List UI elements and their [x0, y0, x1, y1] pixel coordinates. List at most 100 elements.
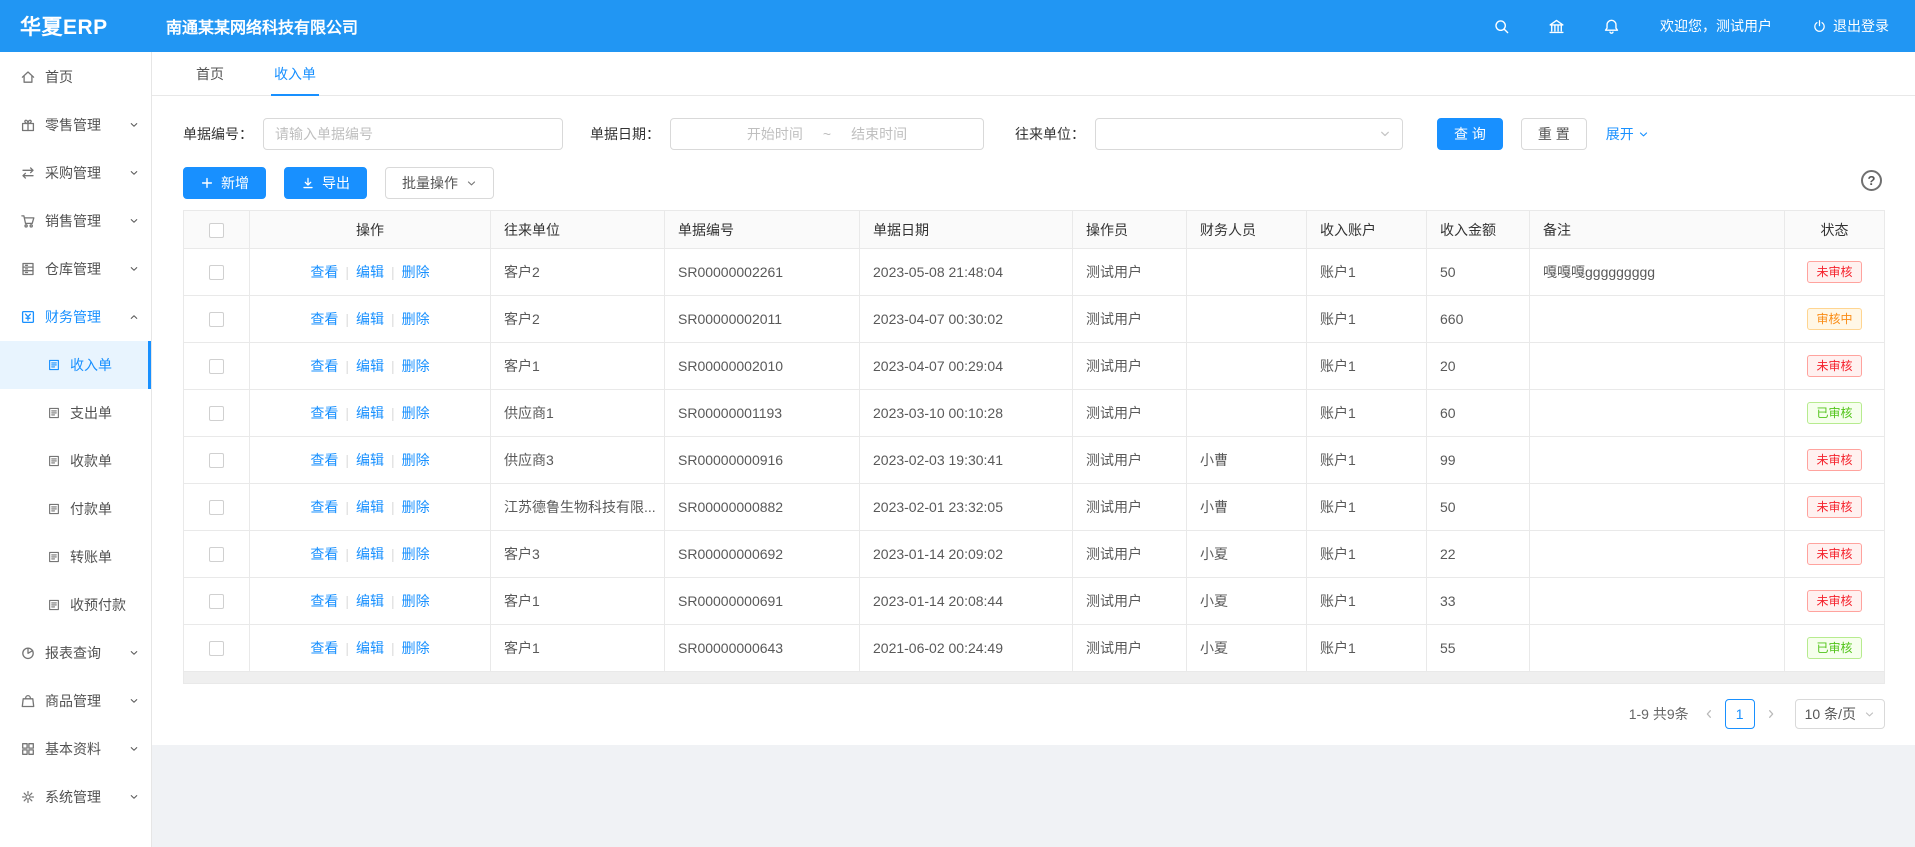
- bill-no-input[interactable]: [263, 118, 563, 150]
- next-page-button[interactable]: [1759, 699, 1783, 729]
- sidebar-subitem-label: 收款单: [70, 453, 112, 469]
- sidebar-item-label: 财务管理: [45, 309, 101, 325]
- row-checkbox[interactable]: [209, 547, 224, 563]
- sidebar-item-收预付款[interactable]: 收预付款: [0, 581, 151, 629]
- sidebar-item-销售管理[interactable]: 销售管理: [0, 197, 151, 245]
- batch-label: 批量操作: [402, 175, 458, 191]
- search-button[interactable]: 查 询: [1437, 118, 1503, 150]
- sidebar-item-首页[interactable]: 首页: [0, 53, 151, 101]
- sidebar-item-财务管理[interactable]: 财务管理: [0, 293, 151, 341]
- finance-icon: [20, 309, 36, 325]
- cell-bill-no: SR00000000916: [664, 436, 860, 484]
- view-link[interactable]: 查看: [310, 546, 339, 562]
- edit-link[interactable]: 编辑: [356, 311, 384, 327]
- row-checkbox[interactable]: [209, 500, 224, 516]
- search-icon[interactable]: [1493, 18, 1510, 35]
- sidebar-item-支出单[interactable]: 支出单: [0, 389, 151, 437]
- chevron-right-icon: [1765, 708, 1777, 720]
- table-row: 查看 | 编辑 | 删除 客户1 SR00000000691 2023-01-14 20:08…: [183, 577, 1885, 625]
- row-checkbox[interactable]: [209, 312, 224, 328]
- edit-link[interactable]: 编辑: [356, 546, 384, 562]
- tab-首页[interactable]: 首页: [196, 65, 224, 82]
- view-link[interactable]: 查看: [310, 264, 339, 280]
- cell-finance: [1186, 342, 1307, 390]
- edit-link[interactable]: 编辑: [356, 593, 384, 609]
- start-date-placeholder: 开始时间: [746, 126, 803, 142]
- delete-link[interactable]: 删除: [401, 452, 430, 468]
- reset-button[interactable]: 重 置: [1520, 118, 1587, 150]
- delete-link[interactable]: 删除: [401, 546, 430, 562]
- view-link[interactable]: 查看: [310, 640, 339, 656]
- sidebar-item-收入单[interactable]: 收入单: [0, 341, 151, 389]
- sidebar-item-付款单[interactable]: 付款单: [0, 485, 151, 533]
- delete-link[interactable]: 删除: [401, 311, 430, 327]
- cell-partner: 客户1: [490, 624, 665, 672]
- status-badge: 未审核: [1807, 496, 1862, 518]
- prev-page-button[interactable]: [1697, 699, 1721, 729]
- bank-icon[interactable]: [1548, 18, 1565, 35]
- sidebar-item-零售管理[interactable]: 零售管理: [0, 101, 151, 149]
- expand-label: 展开: [1605, 126, 1634, 142]
- view-link[interactable]: 查看: [310, 452, 339, 468]
- row-checkbox[interactable]: [209, 453, 224, 469]
- sidebar-item-label: 仓库管理: [45, 261, 101, 277]
- view-link[interactable]: 查看: [310, 405, 339, 421]
- delete-link[interactable]: 删除: [401, 499, 430, 515]
- edit-link[interactable]: 编辑: [356, 640, 384, 656]
- page-number-button[interactable]: 1: [1724, 699, 1755, 729]
- cell-checkbox: [183, 389, 250, 437]
- edit-link[interactable]: 编辑: [356, 264, 384, 280]
- add-button[interactable]: 新增: [183, 167, 266, 199]
- tab-收入单[interactable]: 收入单: [271, 52, 319, 96]
- view-link[interactable]: 查看: [310, 499, 339, 515]
- row-checkbox[interactable]: [209, 594, 224, 610]
- select-all-checkbox[interactable]: [209, 222, 224, 238]
- edit-link[interactable]: 编辑: [356, 452, 384, 468]
- row-checkbox[interactable]: [209, 265, 224, 281]
- sidebar-item-仓库管理[interactable]: 仓库管理: [0, 245, 151, 293]
- add-label: 新增: [221, 175, 249, 191]
- expand-link[interactable]: 展开: [1606, 124, 1649, 144]
- delete-link[interactable]: 删除: [401, 640, 430, 656]
- batch-actions-button[interactable]: 批量操作: [385, 167, 494, 199]
- sidebar-item-收款单[interactable]: 收款单: [0, 437, 151, 485]
- export-button[interactable]: 导出: [284, 167, 367, 199]
- sidebar-item-基本资料[interactable]: 基本资料: [0, 725, 151, 773]
- logout-button[interactable]: 退出登录: [1812, 16, 1889, 36]
- page-size-select[interactable]: 10 条/页: [1794, 699, 1885, 729]
- filter-row: 单据编号： 单据日期： 开始时间 ~ 结束时间 往来单位： 查 询 重 置 展开: [183, 118, 1885, 150]
- sidebar-item-转账单[interactable]: 转账单: [0, 533, 151, 581]
- delete-link[interactable]: 删除: [401, 264, 430, 280]
- cell-remark: [1529, 483, 1785, 531]
- date-range-picker[interactable]: 开始时间 ~ 结束时间: [670, 118, 984, 150]
- doc-icon: [47, 502, 61, 516]
- row-checkbox[interactable]: [209, 359, 224, 375]
- bell-icon[interactable]: [1603, 18, 1620, 35]
- goods-icon: [20, 693, 36, 709]
- cell-checkbox: [183, 248, 250, 296]
- view-link[interactable]: 查看: [310, 311, 339, 327]
- edit-link[interactable]: 编辑: [356, 405, 384, 421]
- sidebar-item-商品管理[interactable]: 商品管理: [0, 677, 151, 725]
- edit-link[interactable]: 编辑: [356, 499, 384, 515]
- view-link[interactable]: 查看: [310, 593, 339, 609]
- table-row: 查看 | 编辑 | 删除 供应商1 SR00000001193 2023-03-10 00:1…: [183, 389, 1885, 437]
- cell-remark: [1529, 436, 1785, 484]
- status-badge: 审核中: [1807, 308, 1862, 330]
- sidebar-item-采购管理[interactable]: 采购管理: [0, 149, 151, 197]
- sidebar-item-报表查询[interactable]: 报表查询: [0, 629, 151, 677]
- row-checkbox[interactable]: [209, 641, 224, 657]
- help-icon[interactable]: ?: [1861, 170, 1882, 191]
- horizontal-scrollbar[interactable]: [183, 672, 1885, 684]
- sidebar-subitem-label: 收入单: [70, 357, 112, 373]
- cell-date: 2021-06-02 00:24:49: [859, 624, 1073, 672]
- edit-link[interactable]: 编辑: [356, 358, 384, 374]
- delete-link[interactable]: 删除: [401, 358, 430, 374]
- delete-link[interactable]: 删除: [401, 593, 430, 609]
- sidebar-item-系统管理[interactable]: 系统管理: [0, 773, 151, 821]
- partner-select[interactable]: [1095, 118, 1403, 150]
- delete-link[interactable]: 删除: [401, 405, 430, 421]
- row-checkbox[interactable]: [209, 406, 224, 422]
- view-link[interactable]: 查看: [310, 358, 339, 374]
- cell-remark: [1529, 577, 1785, 625]
